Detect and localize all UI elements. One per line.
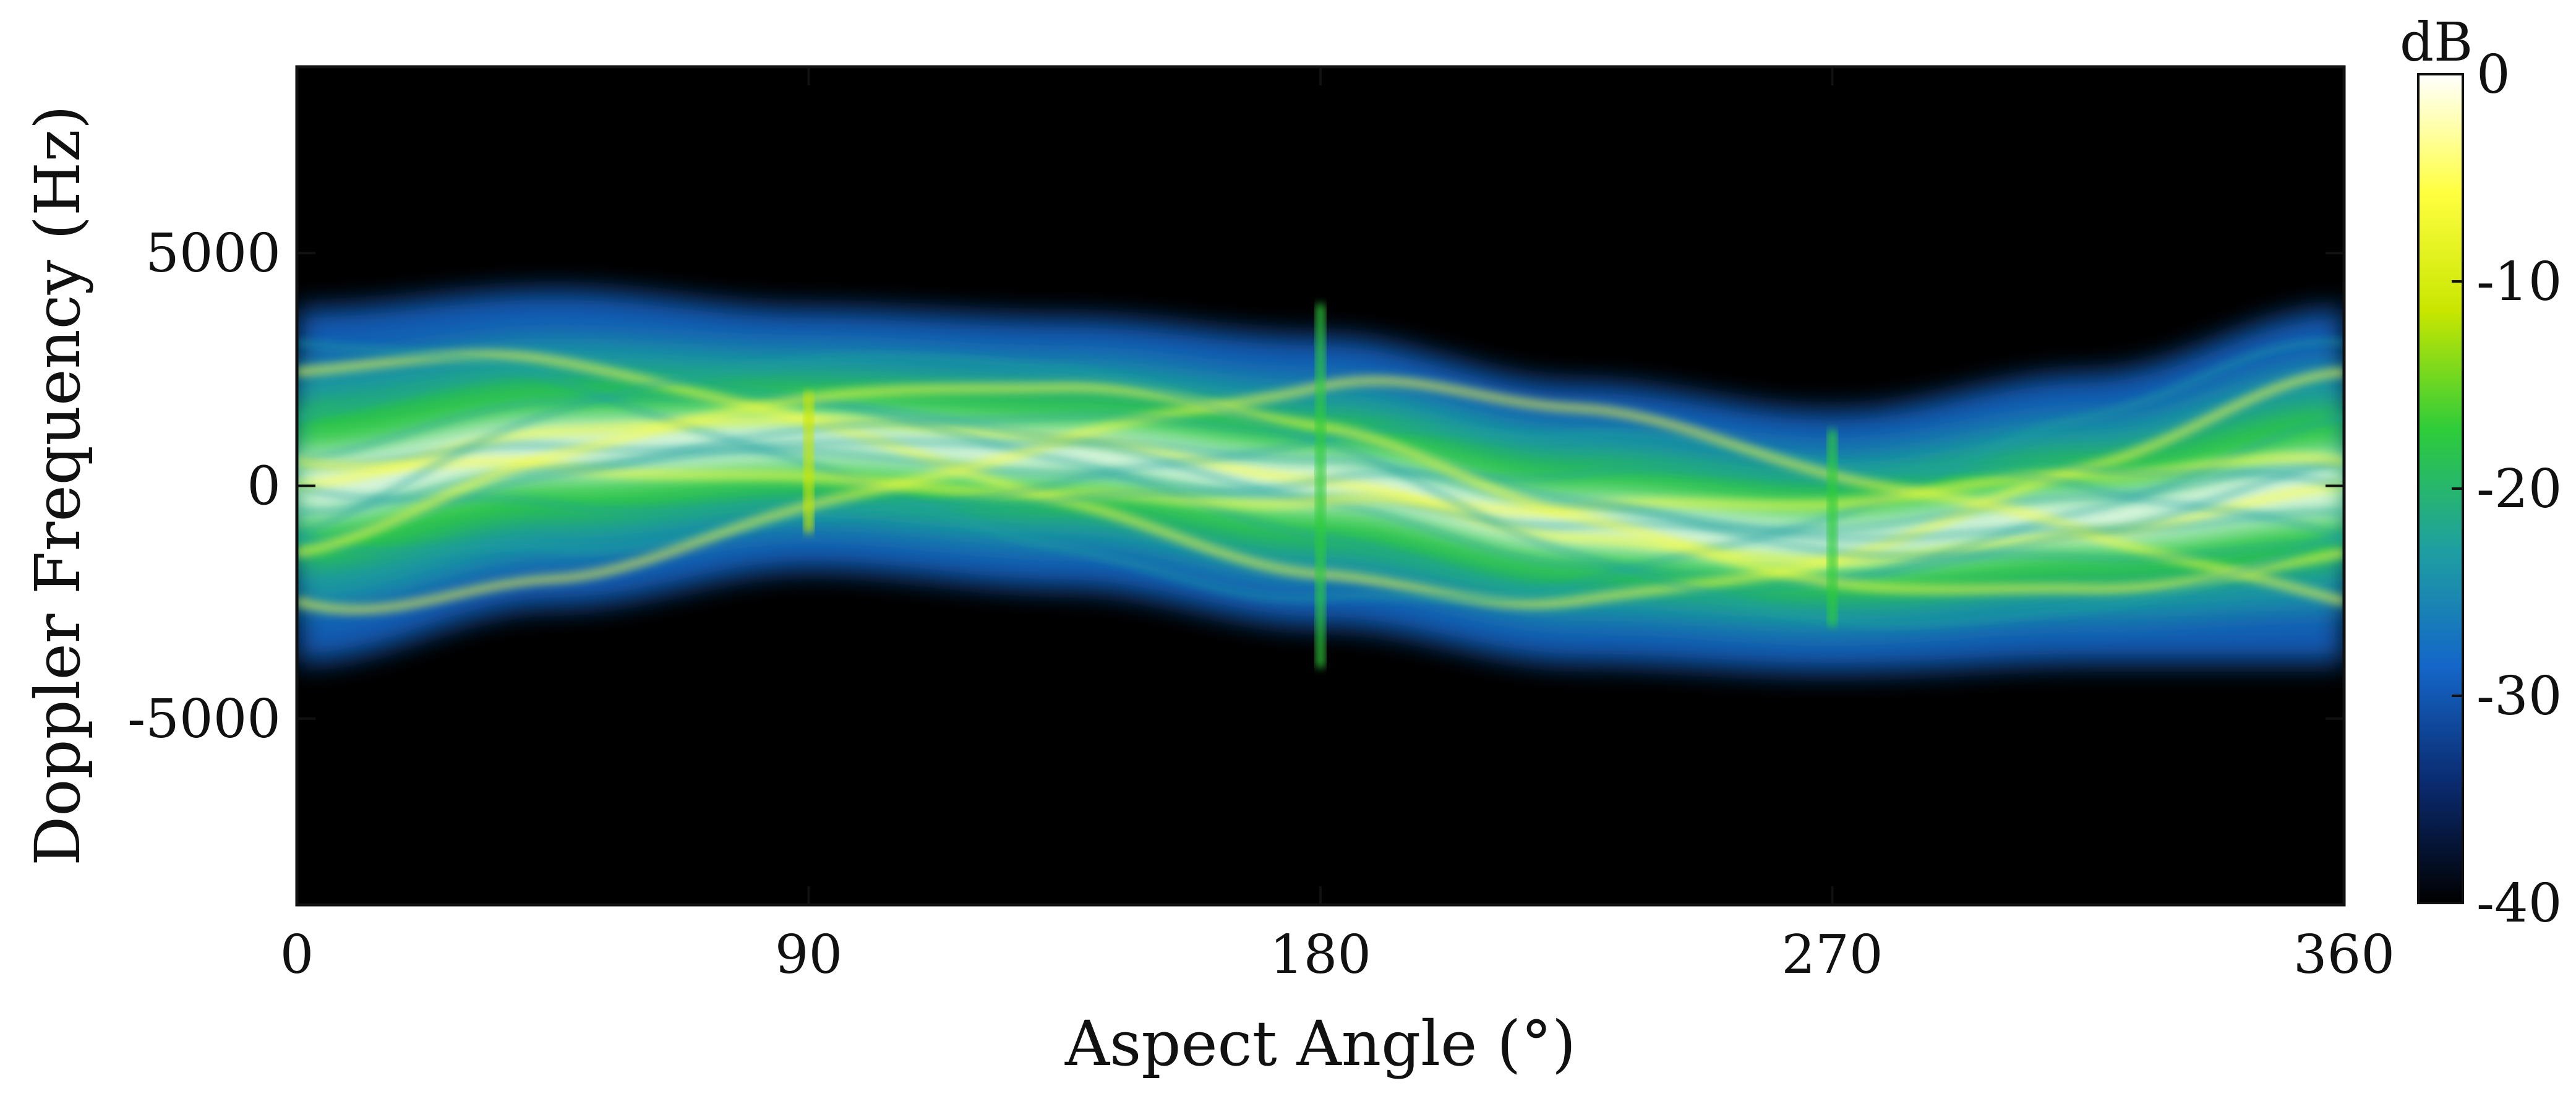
y-axis-title: Doppler Frequency (Hz) [22, 105, 94, 866]
x-tick-label: 0 [280, 924, 314, 986]
x-tick-label: 360 [2293, 924, 2395, 986]
y-axis-ticks: -5000 0 5000 [127, 223, 2344, 750]
x-tick-label: 180 [1270, 924, 1371, 986]
colorbar-ticks: 0 -10 -20 -30 -40 [2452, 44, 2562, 935]
colorbar-tick-label: -30 [2476, 665, 2562, 727]
heatmap-layer [297, 290, 2344, 672]
x-axis-ticks: 0 90 180 270 360 [280, 67, 2395, 986]
x-tick-label: 90 [775, 924, 842, 986]
colorbar-tick-label: -10 [2476, 251, 2562, 313]
y-tick-label: 5000 [145, 223, 281, 285]
colorbar-unit-label: dB [2400, 12, 2473, 74]
aspect-feature [804, 392, 813, 533]
colorbar-tick-label: -40 [2476, 873, 2562, 935]
aspect-feature [1316, 304, 1325, 668]
aspect-feature [1828, 430, 1837, 626]
x-axis-title: Aspect Angle (°) [1064, 1008, 1576, 1080]
colorbar-tick-label: -20 [2476, 458, 2562, 520]
colorbar-tick-label: 0 [2476, 44, 2510, 106]
y-tick-label: 0 [247, 456, 281, 518]
y-tick-label: -5000 [127, 688, 281, 750]
x-tick-label: 270 [1781, 924, 1883, 986]
